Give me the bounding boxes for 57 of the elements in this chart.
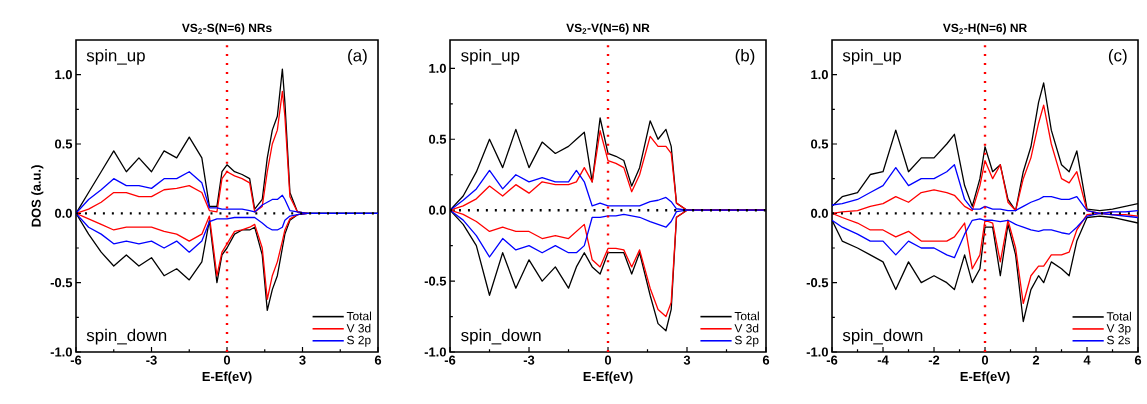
- x-tick-label: 0: [223, 355, 231, 365]
- legend-label: V 3d: [346, 323, 371, 333]
- x-tick-label: 3: [299, 355, 306, 365]
- x-tick-label: -2: [928, 355, 940, 365]
- x-tick-label: 6: [762, 355, 770, 365]
- x-tick-label: 6: [1134, 355, 1142, 365]
- y-tick-label: -1.0: [50, 347, 72, 357]
- legend-label: Total: [346, 311, 372, 321]
- x-tick-label: 3: [683, 355, 691, 365]
- y-tick-label: 0.5: [811, 139, 829, 149]
- x-tick-label: -3: [146, 355, 157, 365]
- x-tick-label: -4: [877, 355, 889, 365]
- annotation: spin_up: [842, 49, 901, 65]
- y-tick-label: 0.0: [811, 208, 828, 218]
- annotation: (a): [348, 49, 367, 65]
- chart-title: VS$_{2}$-S(N=6) NRs: [181, 23, 272, 35]
- y-tick-label: 0.0: [55, 208, 72, 218]
- y-tick-label: -0.5: [50, 278, 73, 288]
- y-tick-label: -0.5: [424, 276, 447, 286]
- x-tick-label: -6: [444, 355, 456, 365]
- x-tick-label: 0: [981, 355, 989, 365]
- x-tick-label: 4: [1083, 355, 1091, 365]
- legend-label: V 3p: [1106, 324, 1131, 335]
- legend-label: S 2p: [347, 335, 371, 347]
- x-tick-label: 0: [604, 355, 612, 365]
- annotation: spin_up: [86, 49, 145, 65]
- annotation: spin_down: [461, 328, 541, 345]
- y-axis-title: DOS (a.u.): [31, 165, 44, 227]
- x-tick-label: -6: [70, 355, 82, 365]
- x-tick-label: 6: [374, 355, 382, 365]
- annotation: spin_down: [842, 328, 923, 345]
- y-tick-label: -0.5: [806, 278, 829, 288]
- annotation: spin_down: [86, 328, 167, 345]
- y-tick-label: -1.0: [424, 347, 446, 357]
- x-axis-title: E-Ef(eV): [202, 371, 252, 384]
- y-tick-label: 1.0: [55, 70, 72, 80]
- x-tick-label: 2: [1032, 355, 1040, 365]
- y-tick-label: 0.0: [429, 205, 446, 215]
- x-tick-label: -6: [826, 355, 838, 365]
- legend-label: S 2s: [1107, 335, 1130, 345]
- chart-title: VS$_{2}$-V(N=6) NR: [566, 23, 650, 35]
- legend-label: Total: [734, 311, 759, 321]
- y-tick-label: 0.5: [55, 139, 73, 149]
- y-tick-label: -1.0: [806, 347, 828, 357]
- x-tick-label: -3: [523, 355, 535, 365]
- annotation: spin_up: [461, 49, 520, 65]
- annotation: (b): [735, 49, 755, 65]
- y-tick-label: 1.0: [811, 70, 828, 80]
- legend-label: Total: [1106, 311, 1131, 321]
- x-axis-title: E-Ef(eV): [583, 371, 633, 384]
- y-tick-label: 0.5: [429, 134, 447, 144]
- legend-label: S 2p: [734, 335, 759, 347]
- x-axis-title: E-Ef(eV): [960, 371, 1010, 384]
- y-tick-label: 1.0: [429, 63, 446, 73]
- legend-label: V 3d: [734, 323, 759, 333]
- chart-title: VS$_{2}$-H(N=6) NR: [942, 23, 1027, 35]
- annotation: (c): [1108, 49, 1127, 65]
